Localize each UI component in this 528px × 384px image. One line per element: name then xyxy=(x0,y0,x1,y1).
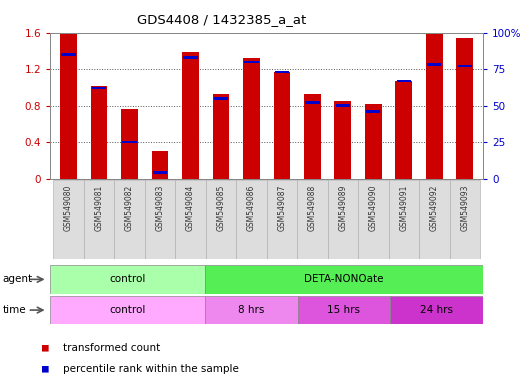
Bar xyxy=(244,61,259,63)
Bar xyxy=(60,33,77,179)
Bar xyxy=(458,65,472,68)
FancyBboxPatch shape xyxy=(114,180,145,259)
Text: 24 hrs: 24 hrs xyxy=(420,305,453,315)
Bar xyxy=(91,86,107,179)
Text: time: time xyxy=(3,305,26,315)
Bar xyxy=(390,296,483,324)
Text: GSM549087: GSM549087 xyxy=(277,184,286,231)
Text: GSM549085: GSM549085 xyxy=(216,184,225,231)
Bar xyxy=(121,109,138,179)
FancyBboxPatch shape xyxy=(267,180,297,259)
Bar xyxy=(183,56,197,59)
Bar xyxy=(152,151,168,179)
Text: DETA-NONOate: DETA-NONOate xyxy=(304,274,384,285)
Text: GSM549082: GSM549082 xyxy=(125,184,134,231)
Text: ■: ■ xyxy=(42,343,49,353)
FancyBboxPatch shape xyxy=(327,180,358,259)
Bar xyxy=(205,296,298,324)
Bar xyxy=(426,35,442,179)
Text: 8 hrs: 8 hrs xyxy=(238,305,265,315)
Bar xyxy=(305,101,319,104)
Bar xyxy=(243,58,260,179)
Text: GSM549084: GSM549084 xyxy=(186,184,195,231)
Bar xyxy=(212,94,229,179)
Text: percentile rank within the sample: percentile rank within the sample xyxy=(63,364,239,374)
Bar xyxy=(50,265,205,294)
Text: GSM549081: GSM549081 xyxy=(95,184,103,231)
Text: GSM549092: GSM549092 xyxy=(430,184,439,231)
Bar xyxy=(298,296,390,324)
Text: GSM549090: GSM549090 xyxy=(369,184,378,231)
Bar xyxy=(92,87,106,89)
FancyBboxPatch shape xyxy=(175,180,206,259)
FancyBboxPatch shape xyxy=(297,180,327,259)
Bar xyxy=(61,53,76,56)
Text: GSM549088: GSM549088 xyxy=(308,184,317,231)
Bar xyxy=(395,81,412,179)
Bar xyxy=(427,63,441,66)
Bar xyxy=(182,52,199,179)
Text: GSM549080: GSM549080 xyxy=(64,184,73,231)
FancyBboxPatch shape xyxy=(358,180,389,259)
Text: GSM549089: GSM549089 xyxy=(338,184,347,231)
Bar xyxy=(397,79,411,82)
Bar xyxy=(274,72,290,179)
Text: control: control xyxy=(109,305,146,315)
Bar xyxy=(214,97,228,99)
Bar xyxy=(365,104,382,179)
Text: control: control xyxy=(109,274,146,285)
Bar xyxy=(366,110,381,113)
Text: GDS4408 / 1432385_a_at: GDS4408 / 1432385_a_at xyxy=(137,13,306,26)
Text: GSM549093: GSM549093 xyxy=(460,184,469,231)
FancyBboxPatch shape xyxy=(145,180,175,259)
Bar xyxy=(456,38,473,179)
FancyBboxPatch shape xyxy=(206,180,236,259)
FancyBboxPatch shape xyxy=(236,180,267,259)
Text: agent: agent xyxy=(3,274,33,285)
Text: GSM549083: GSM549083 xyxy=(155,184,164,231)
FancyBboxPatch shape xyxy=(53,180,84,259)
Bar xyxy=(153,171,167,174)
Bar xyxy=(122,141,137,143)
FancyBboxPatch shape xyxy=(84,180,114,259)
Text: 15 hrs: 15 hrs xyxy=(327,305,361,315)
Text: transformed count: transformed count xyxy=(63,343,161,353)
Text: ■: ■ xyxy=(42,364,49,374)
Bar xyxy=(205,265,483,294)
Bar xyxy=(304,94,321,179)
FancyBboxPatch shape xyxy=(389,180,419,259)
FancyBboxPatch shape xyxy=(449,180,480,259)
Text: GSM549091: GSM549091 xyxy=(399,184,408,231)
Bar xyxy=(336,104,350,107)
Text: GSM549086: GSM549086 xyxy=(247,184,256,231)
FancyBboxPatch shape xyxy=(419,180,449,259)
Bar xyxy=(275,71,289,73)
Bar xyxy=(334,101,351,179)
Bar xyxy=(50,296,205,324)
